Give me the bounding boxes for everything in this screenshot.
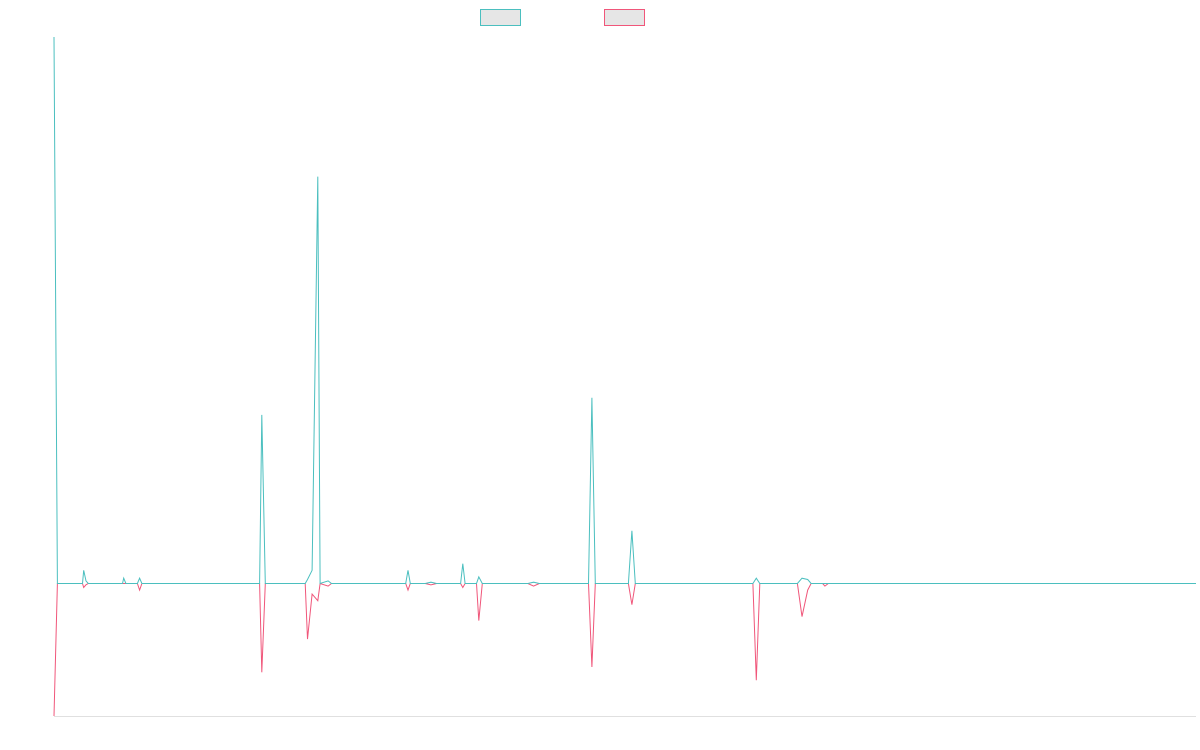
legend-swatch-series-b[interactable] <box>604 9 645 26</box>
legend-swatch-series-a[interactable] <box>480 9 521 26</box>
series-a-line <box>53 36 1196 585</box>
legend <box>480 9 645 26</box>
series-layer <box>53 36 1196 717</box>
series-b-line <box>53 582 1196 717</box>
